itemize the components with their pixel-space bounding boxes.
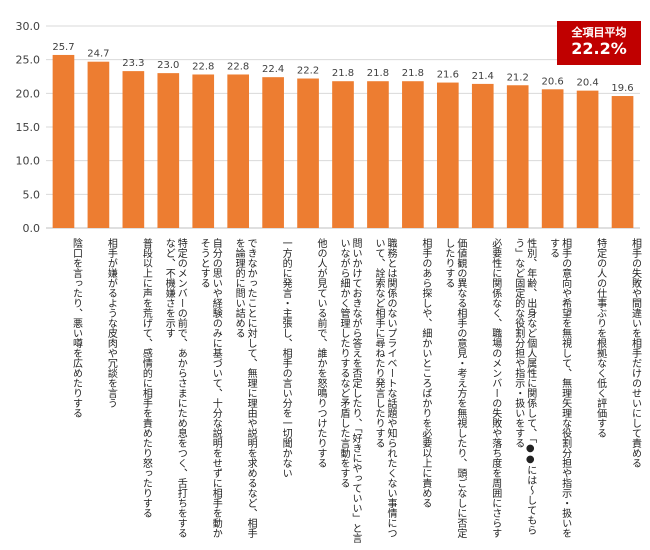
- data-label: 21.8: [367, 68, 389, 79]
- data-label: 21.6: [437, 70, 459, 81]
- category-label: 相手が嫌がるような皮肉や冗談を言う: [105, 238, 117, 408]
- data-label: 21.2: [507, 72, 529, 83]
- bar: [87, 61, 110, 228]
- bar: [611, 96, 634, 228]
- bar: [52, 54, 75, 228]
- data-label: 20.4: [576, 78, 598, 89]
- y-tick-label: 20.0: [16, 87, 41, 100]
- category-label: 相手の意向や希望を無視して、無理矢理な役割分担や指示・扱いをする: [547, 238, 571, 538]
- average-badge-title: 全項目平均: [571, 26, 627, 39]
- bar: [122, 71, 145, 228]
- category-label: 問いかけておきながら答えを否定したり、「好きにやっていい」と言いながら細かく管理…: [338, 238, 361, 543]
- bar: [157, 73, 180, 228]
- category-label: 普段以上に声を荒げて、感情的に相手を責めたり怒ったりする: [140, 238, 152, 518]
- bar: [541, 89, 564, 228]
- data-label: 21.4: [472, 71, 494, 82]
- data-label: 20.6: [542, 76, 564, 87]
- category-label: 自分の思いや経験のみに基づいて、十分な説明をせずに相手を動かそうとする: [198, 238, 222, 538]
- data-label: 22.8: [227, 61, 249, 72]
- category-label: 職務とは関係のないプライベートな話題や知られたくない事情について、詮索など相手に…: [372, 238, 396, 538]
- bar: [471, 83, 494, 228]
- average-badge-value: 22.2%: [571, 39, 627, 58]
- y-tick-label: 30.0: [16, 20, 41, 33]
- category-label: 性別、年齢、出身など個人属性に関係して、「●●には～してもらう」など固定的な役割…: [512, 238, 536, 535]
- y-tick-label: 15.0: [16, 121, 41, 134]
- category-label: できなかったことに対して、無理に理由や説明を求めるなど、相手を論理的に問い詰める: [233, 238, 257, 538]
- category-label: 他の人が見ている前で、誰かを怒鳴りつけたりする: [315, 238, 327, 468]
- bar: [576, 90, 599, 228]
- bar: [227, 74, 250, 228]
- data-label: 21.8: [402, 68, 424, 79]
- category-label: 特定の人の仕事ぶりを根拠なく低く評価する: [594, 238, 606, 438]
- bar: [436, 82, 459, 228]
- data-label: 23.0: [157, 60, 179, 71]
- y-tick-label: 25.0: [16, 54, 41, 67]
- data-label: 22.4: [262, 64, 284, 75]
- bar: [297, 78, 319, 229]
- category-label: 必要性に関係なく、職場のメンバーの失敗や落ち度を周囲にさらす: [489, 238, 501, 538]
- data-label: 19.6: [611, 83, 633, 94]
- data-label: 23.3: [122, 58, 144, 69]
- category-label: 相手の失敗や間違いを相手だけのせいにして責める: [629, 238, 641, 468]
- data-label: 21.8: [332, 68, 354, 79]
- bar: [262, 77, 284, 228]
- average-badge: 全項目平均 22.2%: [557, 21, 641, 65]
- category-label: 陰口を言ったり、悪い噂を広めたりする: [70, 238, 82, 418]
- bar: [332, 81, 354, 228]
- category-label: 一方的に発言・主張し、相手の言い分を一切聞かない: [280, 238, 292, 478]
- data-label: 22.2: [297, 66, 319, 77]
- data-label: 24.7: [87, 49, 109, 60]
- y-tick-label: 0.0: [23, 222, 41, 235]
- category-label: 相手のあら探しや、細かいところばかりを必要以上に責める: [419, 238, 431, 508]
- category-label: 価値観の異なる相手の意見・考え方を無視したり、頭ごなしに否定したりする: [442, 238, 466, 538]
- bar: [192, 74, 215, 228]
- data-label: 22.8: [192, 61, 214, 72]
- bar: [367, 81, 389, 228]
- category-label: 特定のメンバーの前で、あからさまにため息をつく、舌打ちをするなど、不機嫌さを示す: [163, 238, 187, 538]
- data-label: 25.7: [52, 42, 74, 53]
- bar: [506, 85, 529, 229]
- bar: [402, 81, 424, 228]
- y-tick-label: 10.0: [16, 155, 41, 168]
- y-tick-label: 5.0: [23, 188, 41, 201]
